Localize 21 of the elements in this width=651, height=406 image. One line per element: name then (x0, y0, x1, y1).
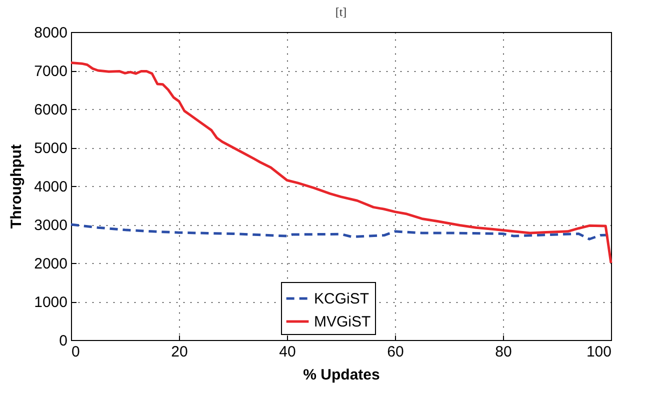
x-tick-label: 0 (72, 344, 80, 360)
legend-label: MVGiST (314, 314, 371, 330)
y-tick-label: 8000 (34, 24, 68, 42)
y-tick-label: 0 (59, 332, 68, 350)
x-tick-label: 40 (279, 344, 296, 360)
y-axis-title: Throughput (8, 144, 26, 229)
y-tick-label: 6000 (34, 102, 68, 118)
x-tick-label: 80 (495, 344, 512, 360)
x-tick-label: 100 (586, 344, 612, 360)
y-tick-label: 1000 (34, 294, 68, 311)
line-series (70, 62, 612, 264)
y-tick-label: 7000 (34, 63, 68, 80)
y-tick-label: 4000 (34, 178, 68, 196)
x-axis-title: % Updates (303, 366, 380, 384)
x-tick-label: 20 (171, 344, 188, 360)
y-tick-label: 5000 (34, 140, 68, 157)
y-tick-label: 3000 (34, 217, 68, 234)
legend-label: KCGiST (314, 290, 370, 308)
chart-title: [t] (335, 5, 347, 19)
x-tick-label: 60 (387, 344, 404, 360)
y-tick-label: 2000 (34, 256, 68, 272)
